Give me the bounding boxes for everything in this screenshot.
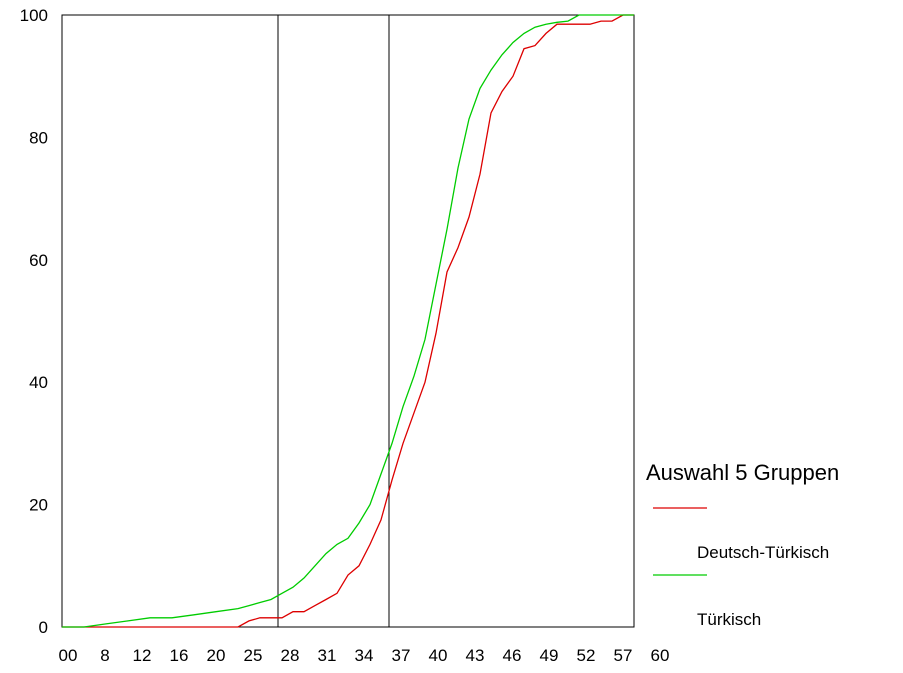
x-tick-label: 52 [577,646,596,665]
x-tick-label: 34 [355,646,374,665]
x-tick-label: 60 [651,646,670,665]
x-tick-label: 43 [466,646,485,665]
x-tick-label: 00 [59,646,78,665]
x-tick-label: 49 [540,646,559,665]
x-axis-tick-labels: 00 8 12 16 20 25 28 31 34 37 40 43 46 49 52 57 60 [59,646,670,665]
x-tick-label: 28 [281,646,300,665]
y-tick-label: 40 [29,373,48,392]
y-axis-tick-labels: 0 20 40 60 80 100 [20,6,48,637]
y-tick-label: 0 [39,618,48,637]
x-tick-label: 16 [170,646,189,665]
y-tick-label: 20 [29,496,48,515]
series-line-deutsch-t-rkisch [62,14,634,628]
x-tick-label: 8 [100,646,109,665]
x-tick-label: 46 [503,646,522,665]
y-tick-label: 100 [20,6,48,25]
x-tick-label: 12 [133,646,152,665]
y-tick-label: 60 [29,251,48,270]
legend-label-deutsch-turkisch: Deutsch-Türkisch [697,543,829,562]
legend-label-turkisch: Türkisch [697,610,761,629]
x-tick-label: 31 [318,646,337,665]
legend: Auswahl 5 Gruppen Deutsch-Türkisch Türki… [646,460,839,629]
reference-lines [277,15,390,627]
series-line-t-rkisch [62,14,634,628]
legend-title: Auswahl 5 Gruppen [646,460,839,485]
x-tick-label: 25 [244,646,263,665]
x-tick-label: 37 [392,646,411,665]
x-tick-label: 20 [207,646,226,665]
series-lines [62,14,634,628]
x-tick-label: 57 [614,646,633,665]
x-tick-label: 40 [429,646,448,665]
plot-area-frame [61,14,635,628]
y-tick-label: 80 [29,128,48,147]
